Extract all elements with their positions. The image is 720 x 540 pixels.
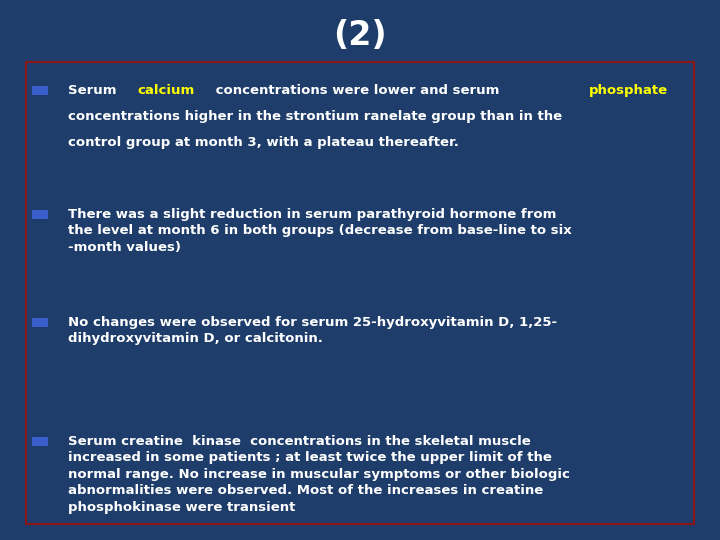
FancyBboxPatch shape	[32, 86, 48, 95]
Text: concentrations were lower and serum: concentrations were lower and serum	[211, 84, 504, 97]
Text: (2): (2)	[333, 19, 387, 52]
Text: No changes were observed for serum 25-hydroxyvitamin D, 1,25-
dihydroxyvitamin D: No changes were observed for serum 25-hy…	[68, 316, 557, 346]
FancyBboxPatch shape	[32, 437, 48, 446]
Text: phosphate: phosphate	[589, 84, 668, 97]
Text: There was a slight reduction in serum parathyroid hormone from
the level at mont: There was a slight reduction in serum pa…	[68, 208, 572, 254]
Text: control group at month 3, with a plateau thereafter.: control group at month 3, with a plateau…	[68, 136, 459, 148]
FancyBboxPatch shape	[32, 319, 48, 327]
Text: calcium: calcium	[137, 84, 194, 97]
FancyBboxPatch shape	[32, 211, 48, 219]
Text: concentrations higher in the strontium ranelate group than in the: concentrations higher in the strontium r…	[68, 110, 562, 123]
Text: Serum: Serum	[68, 84, 122, 97]
Text: Serum creatine  kinase  concentrations in the skeletal muscle
increased in some : Serum creatine kinase concentrations in …	[68, 435, 570, 514]
FancyBboxPatch shape	[26, 62, 694, 524]
